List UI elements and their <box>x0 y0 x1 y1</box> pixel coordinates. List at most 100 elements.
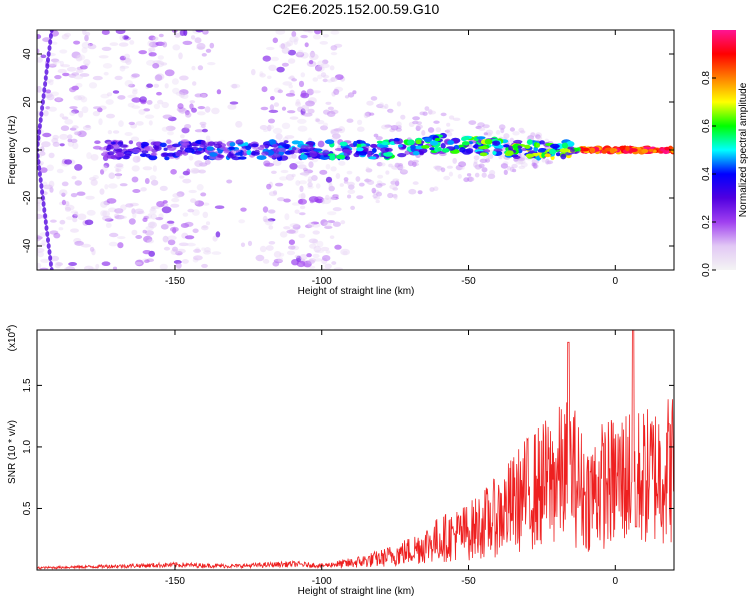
top-y-tick-label-2: 0 <box>22 147 33 153</box>
heatmap-cell-144 <box>118 120 124 127</box>
heatmap-cell-321 <box>262 259 270 264</box>
heatmap-cell-169 <box>298 199 303 204</box>
heatmap-cell-1046 <box>42 207 47 213</box>
heatmap-cell-957 <box>536 136 543 141</box>
heatmap-cell-609 <box>309 243 317 249</box>
heatmap-cell-745 <box>191 107 197 113</box>
heatmap-cell-175 <box>204 247 211 253</box>
heatmap-cell-1499 <box>229 142 236 147</box>
heatmap-cell-754 <box>64 159 73 165</box>
heatmap-cell-570 <box>61 192 66 197</box>
heatmap-cell-1070 <box>45 63 50 69</box>
heatmap-cell-247 <box>131 208 136 215</box>
heatmap-cell-1064 <box>40 99 45 105</box>
heatmap-cell-152 <box>180 93 189 99</box>
heatmap-cell-69 <box>71 125 79 129</box>
heatmap-cell-648 <box>115 167 120 173</box>
heatmap-cell-1733 <box>625 145 630 152</box>
heatmap-cell-673 <box>92 175 99 180</box>
heatmap-cell-871 <box>365 166 370 173</box>
heatmap-cell-330 <box>114 173 123 177</box>
heatmap-cell-647 <box>132 211 137 219</box>
heatmap-cell-151 <box>332 221 341 227</box>
heatmap-cell-1745 <box>537 149 546 153</box>
heatmap-cell-631 <box>268 109 279 113</box>
heatmap-cell-812 <box>392 193 398 198</box>
heatmap-cell-1006 <box>520 162 528 168</box>
heatmap-cell-214 <box>324 225 333 229</box>
y-multiplier-close: ) <box>7 325 18 328</box>
heatmap-cell-1702 <box>376 140 383 144</box>
heatmap-cell-381 <box>54 97 64 103</box>
heatmap-cell-1580 <box>250 151 260 156</box>
y-multiplier-exp: 4 <box>6 328 13 332</box>
heatmap-cell-1772 <box>589 147 596 154</box>
heatmap-cell-177 <box>330 77 336 82</box>
heatmap-cell-1721 <box>106 145 114 150</box>
heatmap-cell-753 <box>240 242 246 248</box>
heatmap-cell-37 <box>59 49 68 54</box>
heatmap-cell-733 <box>313 245 322 253</box>
heatmap-cell-548 <box>125 57 132 65</box>
heatmap-cell-736 <box>39 267 49 270</box>
heatmap-cell-1601 <box>407 139 415 146</box>
heatmap-cell-1617 <box>344 155 351 161</box>
heatmap-cell-19 <box>298 193 306 199</box>
heatmap-cell-1570 <box>244 142 249 146</box>
heatmap-cell-450 <box>54 261 62 269</box>
heatmap-cell-694 <box>181 259 189 264</box>
heatmap-cell-484 <box>70 138 78 143</box>
heatmap-cell-472 <box>39 151 46 157</box>
heatmap-cell-1530 <box>478 146 488 150</box>
heatmap-cell-603 <box>273 102 280 107</box>
heatmap-cell-972 <box>446 128 454 132</box>
heatmap-cell-340 <box>37 247 45 253</box>
heatmap-cell-762 <box>178 52 183 60</box>
heatmap-cell-850 <box>356 195 364 200</box>
heatmap-cell-376 <box>59 133 69 140</box>
heatmap-cell-660 <box>71 51 81 59</box>
heatmap-cell-1668 <box>459 147 466 153</box>
y-multiplier: (x104) <box>6 325 18 352</box>
heatmap-cell-189 <box>196 111 206 116</box>
heatmap-cell-650 <box>342 250 348 256</box>
heatmap-cell-295 <box>40 146 45 153</box>
heatmap-cell-1008 <box>417 190 423 195</box>
heatmap-cell-580 <box>235 120 243 128</box>
heatmap-cell-145 <box>77 130 87 138</box>
heatmap-cell-1036 <box>49 267 54 270</box>
heatmap-cell-524 <box>317 140 325 148</box>
heatmap-cell-1759 <box>559 148 569 153</box>
heatmap-cell-680 <box>146 239 154 244</box>
heatmap-cell-1071 <box>46 57 50 63</box>
heatmap-cell-1533 <box>291 140 301 145</box>
heatmap-cell-117 <box>314 250 324 254</box>
heatmap-cell-557 <box>58 227 64 231</box>
heatmap-cell-374 <box>74 240 84 246</box>
bottom-y-tick-label-1: 1.0 <box>22 440 33 454</box>
heatmap-cell-519 <box>308 59 314 65</box>
heatmap-cell-281 <box>205 135 211 141</box>
heatmap-cell-263 <box>289 223 300 228</box>
heatmap-cell-534 <box>316 240 324 248</box>
heatmap-cell-463 <box>265 245 274 251</box>
heatmap-cell-867 <box>546 160 554 165</box>
heatmap-cell-773 <box>270 56 279 62</box>
heatmap-cell-338 <box>37 213 43 220</box>
heatmap-cell-791 <box>384 124 392 128</box>
heatmap-cell-1771 <box>434 137 441 142</box>
heatmap-cell-371 <box>329 235 335 239</box>
heatmap-cell-582 <box>82 125 92 131</box>
heatmap-cell-16 <box>320 246 330 252</box>
heatmap-cell-741 <box>73 75 84 80</box>
heatmap-cell-1478 <box>259 144 269 148</box>
heatmap-cell-219 <box>181 127 190 134</box>
heatmap-cell-255 <box>176 191 185 197</box>
heatmap-cell-213 <box>339 183 344 187</box>
heatmap-cell-992 <box>512 131 520 136</box>
heatmap-cell-783 <box>131 165 140 172</box>
heatmap-cell-834 <box>387 108 394 113</box>
heatmap-cell-618 <box>314 196 324 203</box>
heatmap-cell-918 <box>387 192 394 199</box>
heatmap-cell-1743 <box>166 152 176 157</box>
